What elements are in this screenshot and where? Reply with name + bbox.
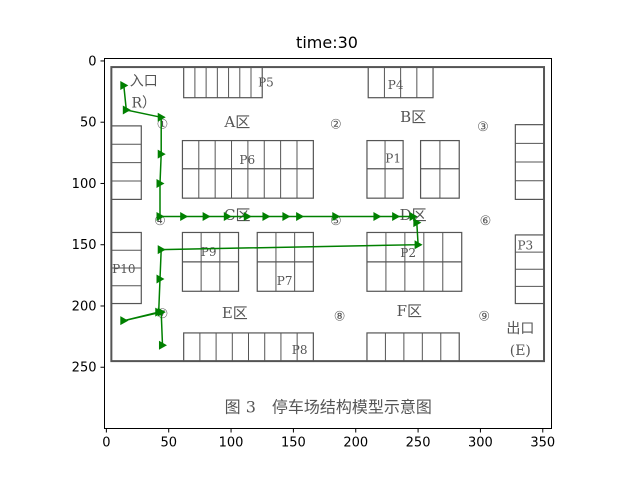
x-axis: 0 50 100 150 200 250 300 350 — [102, 428, 555, 451]
x-tick-label: 250 — [406, 436, 431, 451]
node-8: ⑧ — [334, 310, 346, 325]
x-tick-label: 350 — [530, 436, 555, 451]
series-point — [157, 307, 166, 317]
parking-label: P5 — [258, 76, 274, 90]
series-point — [296, 212, 305, 222]
series-point — [120, 316, 129, 326]
parking-lot-map-image: A区B区C区D区E区F区①②③④⑤⑥⑦⑧⑨P5P4P6P1P3P9P2P7P10… — [110, 66, 546, 417]
y-tick-label: 0 — [88, 54, 96, 69]
series-point — [157, 112, 166, 122]
exit-label: 出口 — [506, 321, 534, 337]
series-point — [122, 105, 131, 115]
parking-label: P8 — [292, 343, 308, 357]
series-point — [392, 212, 401, 222]
node-9: ⑨ — [478, 310, 490, 325]
series-point — [262, 212, 271, 222]
series-point — [120, 80, 129, 90]
series-point — [180, 212, 189, 222]
series-point — [243, 212, 252, 222]
parking-label: P2 — [400, 246, 416, 260]
series-point — [158, 340, 167, 350]
y-tick-label: 50 — [80, 116, 97, 131]
series-point — [373, 212, 382, 222]
series-point — [157, 149, 166, 159]
series-point — [156, 178, 165, 188]
x-tick-label: 150 — [281, 436, 306, 451]
stall-row-bottom-b — [366, 332, 460, 362]
y-tick-label: 100 — [72, 177, 97, 192]
y-tick-label: 150 — [72, 238, 97, 253]
path-series — [120, 80, 423, 350]
series-point — [156, 212, 165, 222]
x-tick-label: 0 — [102, 436, 110, 451]
series-point — [332, 212, 341, 222]
stall-row-top-a — [183, 66, 263, 99]
axes-frame — [104, 58, 552, 429]
parking-label: P6 — [239, 153, 255, 167]
series-point — [409, 212, 418, 222]
series-point — [156, 274, 165, 284]
node-3: ③ — [477, 120, 489, 135]
node-5: ⑤ — [330, 214, 342, 229]
area-label-f: F区 — [397, 302, 422, 320]
series-point — [223, 212, 232, 222]
parking-label: P9 — [201, 245, 217, 259]
node-1: ① — [157, 117, 169, 132]
y-tick-label: 200 — [72, 299, 97, 314]
entrance-label: 入口 — [130, 73, 158, 89]
series-point — [202, 212, 211, 222]
parking-label: P10 — [112, 262, 135, 276]
parking-label: P3 — [517, 239, 533, 253]
x-tick-label: 200 — [343, 436, 368, 451]
area-label-a: A区 — [223, 113, 250, 131]
x-tick-label: 100 — [219, 436, 244, 451]
series-point — [414, 240, 423, 250]
plot-area: A区B区C区D区E区F区①②③④⑤⑥⑦⑧⑨P5P4P6P1P3P9P2P7P10… — [110, 66, 546, 417]
exit-label-e: (E) — [510, 343, 531, 359]
node-2: ② — [330, 117, 342, 132]
parking-label: P4 — [388, 78, 404, 92]
parking-label: P1 — [385, 152, 401, 166]
map-caption: 图 3 停车场结构模型示意图 — [225, 398, 432, 417]
series-point — [413, 218, 422, 228]
y-tick-label: 250 — [72, 361, 97, 376]
series-point — [157, 245, 166, 255]
entrance-label-r: R） — [132, 96, 157, 112]
x-tick-label: 50 — [160, 436, 177, 451]
chart-title: time:30 — [296, 33, 358, 52]
y-axis: 0 50 100 150 200 250 — [72, 54, 105, 376]
parking-label: P7 — [277, 274, 293, 288]
series-point — [282, 212, 291, 222]
node-6: ⑥ — [480, 214, 492, 229]
node-4: ④ — [154, 214, 166, 229]
node-7: ⑦ — [157, 307, 169, 322]
area-label-b: B区 — [400, 108, 426, 126]
area-label-e: E区 — [222, 304, 248, 322]
x-tick-label: 300 — [468, 436, 493, 451]
map-outer-wall — [110, 66, 546, 363]
